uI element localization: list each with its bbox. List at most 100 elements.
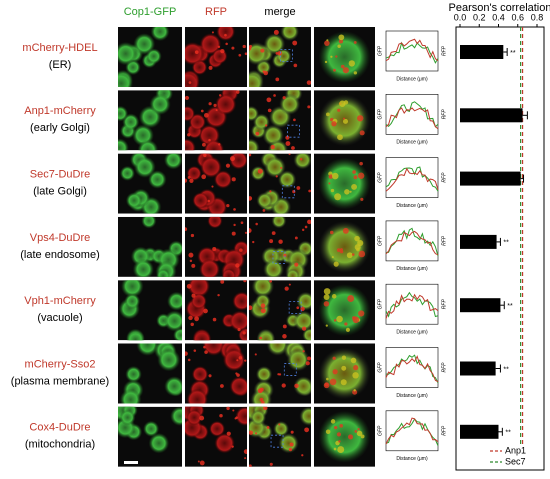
spot <box>354 41 357 44</box>
spot <box>208 139 211 142</box>
row-location: (early Golgi) <box>30 122 90 134</box>
cell <box>232 292 251 311</box>
profile-y2-label: RFP <box>441 362 447 373</box>
spot <box>239 356 242 359</box>
spot <box>190 260 192 262</box>
spot <box>307 105 310 108</box>
spot <box>332 256 334 258</box>
spot <box>245 52 248 55</box>
spot <box>305 226 308 229</box>
x-tick-label: 0.0 <box>454 12 467 22</box>
row-location: (late Golgi) <box>33 186 87 198</box>
spot <box>188 316 192 320</box>
spot <box>211 186 213 188</box>
row-location: (ER) <box>49 59 72 71</box>
spot <box>307 80 312 85</box>
spot <box>326 39 328 41</box>
spot <box>278 423 280 425</box>
micrograph <box>314 154 375 214</box>
spot <box>292 41 297 46</box>
spot <box>280 167 282 169</box>
spot <box>289 284 291 286</box>
cell <box>264 156 286 178</box>
bar <box>460 298 500 312</box>
spot <box>227 432 231 436</box>
profile-y-label: GFP <box>377 172 383 183</box>
micrograph <box>118 275 188 349</box>
spot <box>334 262 339 267</box>
spot <box>272 231 276 235</box>
spot <box>332 173 339 180</box>
spot <box>330 379 337 386</box>
micrograph <box>183 151 248 218</box>
spot <box>218 46 220 48</box>
significance: ** <box>510 50 516 57</box>
spot <box>344 189 349 194</box>
bar <box>460 362 496 376</box>
spot <box>188 253 193 258</box>
spot <box>218 143 220 145</box>
profile-y-label: GFP <box>377 425 383 436</box>
spot <box>337 446 344 453</box>
spot <box>337 134 343 140</box>
micrograph <box>241 85 311 160</box>
profile-y2-label: RFP <box>441 235 447 246</box>
spot <box>203 154 206 157</box>
spot <box>233 224 235 226</box>
micrograph <box>314 407 375 467</box>
cell <box>126 192 143 209</box>
spot <box>351 184 357 190</box>
cell <box>214 433 235 454</box>
cell <box>256 192 273 209</box>
spot <box>208 374 211 377</box>
spot <box>244 457 246 459</box>
spot <box>270 145 274 149</box>
spot <box>183 227 187 231</box>
profile-y2-label: RFP <box>441 425 447 436</box>
spot <box>236 373 240 377</box>
cell <box>167 292 186 311</box>
profile-y-label: GFP <box>377 362 383 373</box>
spot <box>339 424 343 428</box>
row-marker: Cox4-DuDre <box>29 422 90 434</box>
spot <box>342 355 346 359</box>
spot <box>290 442 294 446</box>
spot <box>249 464 252 467</box>
spot <box>243 331 246 334</box>
spot <box>337 109 340 112</box>
spot <box>220 384 224 388</box>
spot <box>283 96 286 99</box>
profile-frame <box>386 221 438 261</box>
cell <box>293 151 312 170</box>
spot <box>220 280 224 284</box>
spot <box>226 204 229 207</box>
spot <box>334 448 337 451</box>
bar <box>460 108 523 122</box>
spot <box>273 94 276 97</box>
spot <box>347 295 354 302</box>
spot <box>283 324 287 328</box>
spot <box>263 406 268 411</box>
spot <box>252 241 254 243</box>
spot <box>348 434 353 439</box>
bar <box>460 45 503 59</box>
micrograph <box>248 275 318 349</box>
spot <box>269 239 273 243</box>
spot <box>343 118 345 120</box>
spot <box>308 190 311 193</box>
cell <box>250 410 266 426</box>
cell <box>271 213 286 228</box>
spot <box>359 162 363 166</box>
spot <box>191 264 195 268</box>
spot <box>216 109 218 111</box>
spot <box>230 156 235 161</box>
spot <box>258 169 263 174</box>
spot <box>255 132 259 136</box>
cell <box>134 156 156 178</box>
spot <box>238 328 241 331</box>
row-marker: mCherry-Sso2 <box>25 358 96 370</box>
spot <box>219 414 222 417</box>
cell <box>245 42 269 66</box>
profile-y-label: GFP <box>377 235 383 246</box>
significance: ** <box>507 303 513 310</box>
